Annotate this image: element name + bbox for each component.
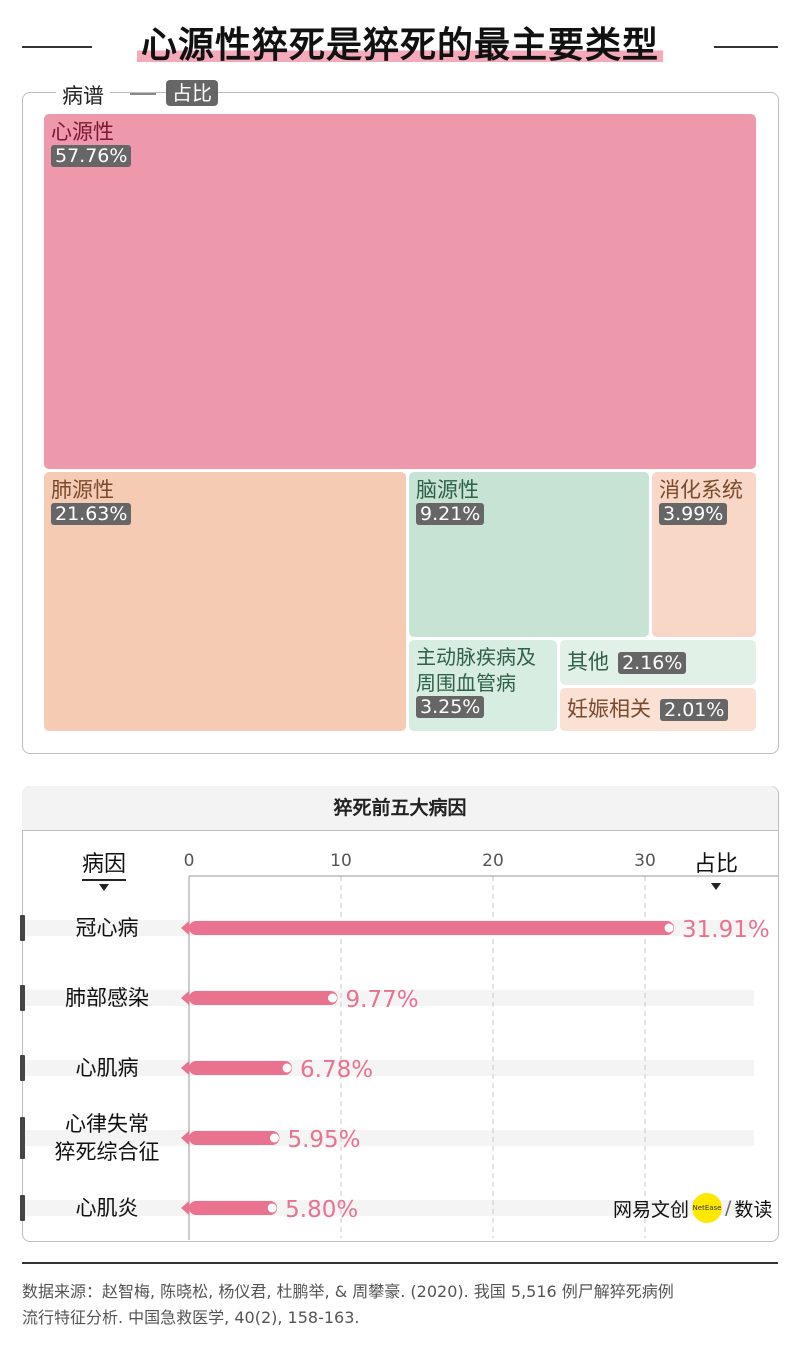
tile-value: 2.16% bbox=[618, 652, 687, 674]
category-label: 冠心病 bbox=[22, 914, 192, 942]
brand-logo: 网易文创 NetEase / 数读 bbox=[613, 1193, 772, 1223]
tile-label: 其他 bbox=[567, 650, 609, 674]
category-label: 心肌病 bbox=[22, 1054, 192, 1082]
row-marker bbox=[20, 1195, 25, 1221]
treemap-tile-pulmonary: 肺源性 21.63% bbox=[44, 472, 406, 731]
tile-label: 脑源性 bbox=[416, 478, 479, 502]
brand-name-right: 数读 bbox=[734, 1198, 773, 1221]
treemap-tile-digestive: 消化系统 3.99% bbox=[652, 472, 756, 637]
treemap-tile-cardiac: 心源性 57.76% bbox=[44, 114, 756, 469]
category-label: 心肌炎 bbox=[22, 1194, 192, 1222]
source-line-2: 流行特征分析. 中国急救医学, 40(2), 158-163. bbox=[22, 1308, 360, 1327]
page-title: 心源性猝死是猝死的最主要类型 bbox=[0, 16, 800, 68]
tile-value: 57.76% bbox=[51, 145, 132, 167]
category-label-line: 心律失常 bbox=[65, 1112, 149, 1136]
category-label-line: 心肌炎 bbox=[75, 1196, 139, 1220]
row-marker bbox=[20, 985, 25, 1011]
treemap-tile-aortic: 主动脉疾病及 周围血管病 3.25% bbox=[409, 640, 557, 731]
netease-logo-icon: NetEase bbox=[692, 1193, 723, 1223]
tile-value: 3.25% bbox=[416, 696, 485, 718]
source-note: 数据来源：赵智梅, 陈晓松, 杨仪君, 杜鹏举, & 周攀豪. (2020). … bbox=[22, 1279, 782, 1331]
row-marker bbox=[20, 1055, 25, 1081]
tile-value: 2.01% bbox=[660, 699, 729, 721]
tile-label: 心源性 bbox=[51, 120, 114, 144]
title-rule-right bbox=[714, 46, 778, 48]
tile-label: 肺源性 bbox=[51, 478, 114, 502]
row-marker bbox=[20, 1117, 25, 1159]
tile-label-line2: 周围血管病 bbox=[416, 671, 516, 695]
category-label-line: 猝死综合征 bbox=[54, 1140, 160, 1164]
category-label-line: 肺部感染 bbox=[65, 986, 149, 1010]
brand-name-left: 网易文创 bbox=[613, 1198, 690, 1221]
treemap-legend-badge: 占比 bbox=[166, 80, 218, 106]
tile-label-line1: 主动脉疾病及 bbox=[416, 645, 536, 669]
category-label-line: 冠心病 bbox=[75, 916, 139, 940]
tile-value: 3.99% bbox=[659, 503, 728, 525]
treemap-legend-name: 病谱 bbox=[56, 80, 110, 110]
row-marker bbox=[20, 915, 25, 941]
bar-chart-title: 猝死前五大病因 bbox=[22, 786, 778, 831]
tile-label: 消化系统 bbox=[659, 478, 743, 502]
legend-dash bbox=[130, 93, 156, 95]
tile-label: 妊娠相关 bbox=[567, 697, 651, 721]
tile-value: 9.21% bbox=[416, 503, 485, 525]
title-rule-left bbox=[22, 46, 92, 48]
category-label: 肺部感染 bbox=[22, 984, 192, 1012]
source-line-1: 数据来源：赵智梅, 陈晓松, 杨仪君, 杜鹏举, & 周攀豪. (2020). … bbox=[22, 1282, 674, 1301]
category-label: 心律失常 猝死综合征 bbox=[22, 1110, 192, 1166]
treemap-tile-other: 其他 2.16% bbox=[560, 640, 756, 685]
brand-slash: / bbox=[725, 1197, 732, 1219]
y-axis-title: 病因 bbox=[82, 846, 127, 891]
treemap-tile-cerebral: 脑源性 9.21% bbox=[409, 472, 649, 637]
x-axis-title: 占比 bbox=[694, 846, 738, 890]
category-label-line: 心肌病 bbox=[75, 1056, 139, 1080]
tile-value: 21.63% bbox=[51, 503, 132, 525]
bar-chart-panel bbox=[22, 786, 779, 1242]
treemap-tile-pregnancy: 妊娠相关 2.01% bbox=[560, 688, 756, 731]
source-divider bbox=[22, 1262, 778, 1264]
